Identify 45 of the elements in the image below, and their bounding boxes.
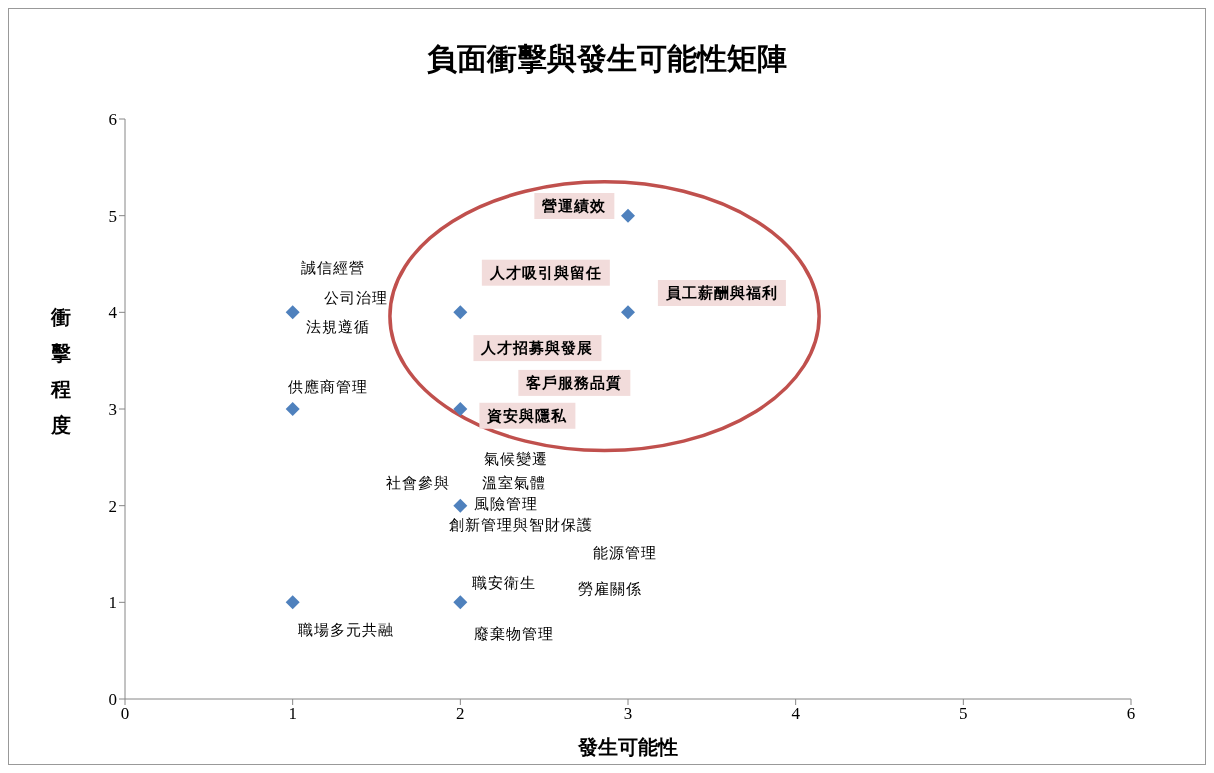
x-tick-label: 4 <box>791 704 801 724</box>
annotation: 資安與隱私 <box>486 406 568 425</box>
x-tick-label: 3 <box>623 704 633 724</box>
chart-title: 負面衝擊與發生可能性矩陣 <box>426 40 788 78</box>
y-tick-label: 3 <box>108 400 117 420</box>
y-tick-label: 2 <box>108 496 117 516</box>
annotation: 廢棄物管理 <box>473 625 554 644</box>
x-tick-label: 1 <box>288 704 297 724</box>
annotation: 勞雇關係 <box>577 579 642 598</box>
annotation: 營運績效 <box>542 197 607 215</box>
annotation: 供應商管理 <box>287 377 368 396</box>
point <box>285 402 300 416</box>
annotation: 風險管理 <box>473 494 538 513</box>
y-tick-label: 4 <box>108 303 118 323</box>
annotation: 創新管理與智財保護 <box>448 516 593 534</box>
annotation: 法規遵循 <box>305 317 370 336</box>
annotation: 溫室氣體 <box>481 474 546 493</box>
y-tick-label: 5 <box>108 206 117 226</box>
point <box>621 208 635 223</box>
annotation: 客戶服務品質 <box>525 373 623 392</box>
annotation: 社會參與 <box>386 474 451 493</box>
y-tick-label: 0 <box>108 690 117 710</box>
point <box>453 595 468 610</box>
annotation: 誠信經營 <box>300 258 365 277</box>
annotation: 職場多元共融 <box>298 621 395 640</box>
point <box>453 305 468 320</box>
point <box>285 595 300 610</box>
annotation: 人才招募與發展 <box>480 339 594 358</box>
y-tick-label: 1 <box>108 593 117 613</box>
x-tick-label: 5 <box>959 704 968 724</box>
annotation: 員工薪酬與福利 <box>664 284 778 302</box>
x-tick-label: 6 <box>1126 704 1136 724</box>
x-axis-title: 發生可能性 <box>577 734 679 761</box>
annotation: 公司治理 <box>324 288 389 307</box>
annotation: 氣候變遷 <box>483 450 548 469</box>
annotation: 人才吸引與留任 <box>488 263 602 282</box>
y-axis-title: 衝擊程度 <box>51 304 72 439</box>
annotation: 職安衛生 <box>471 574 536 592</box>
point <box>621 305 635 320</box>
point <box>453 498 468 513</box>
annotation: 能源管理 <box>592 544 657 563</box>
x-tick-label: 2 <box>456 704 465 724</box>
y-tick-label: 6 <box>108 110 117 130</box>
point <box>285 305 300 320</box>
point <box>453 402 468 416</box>
